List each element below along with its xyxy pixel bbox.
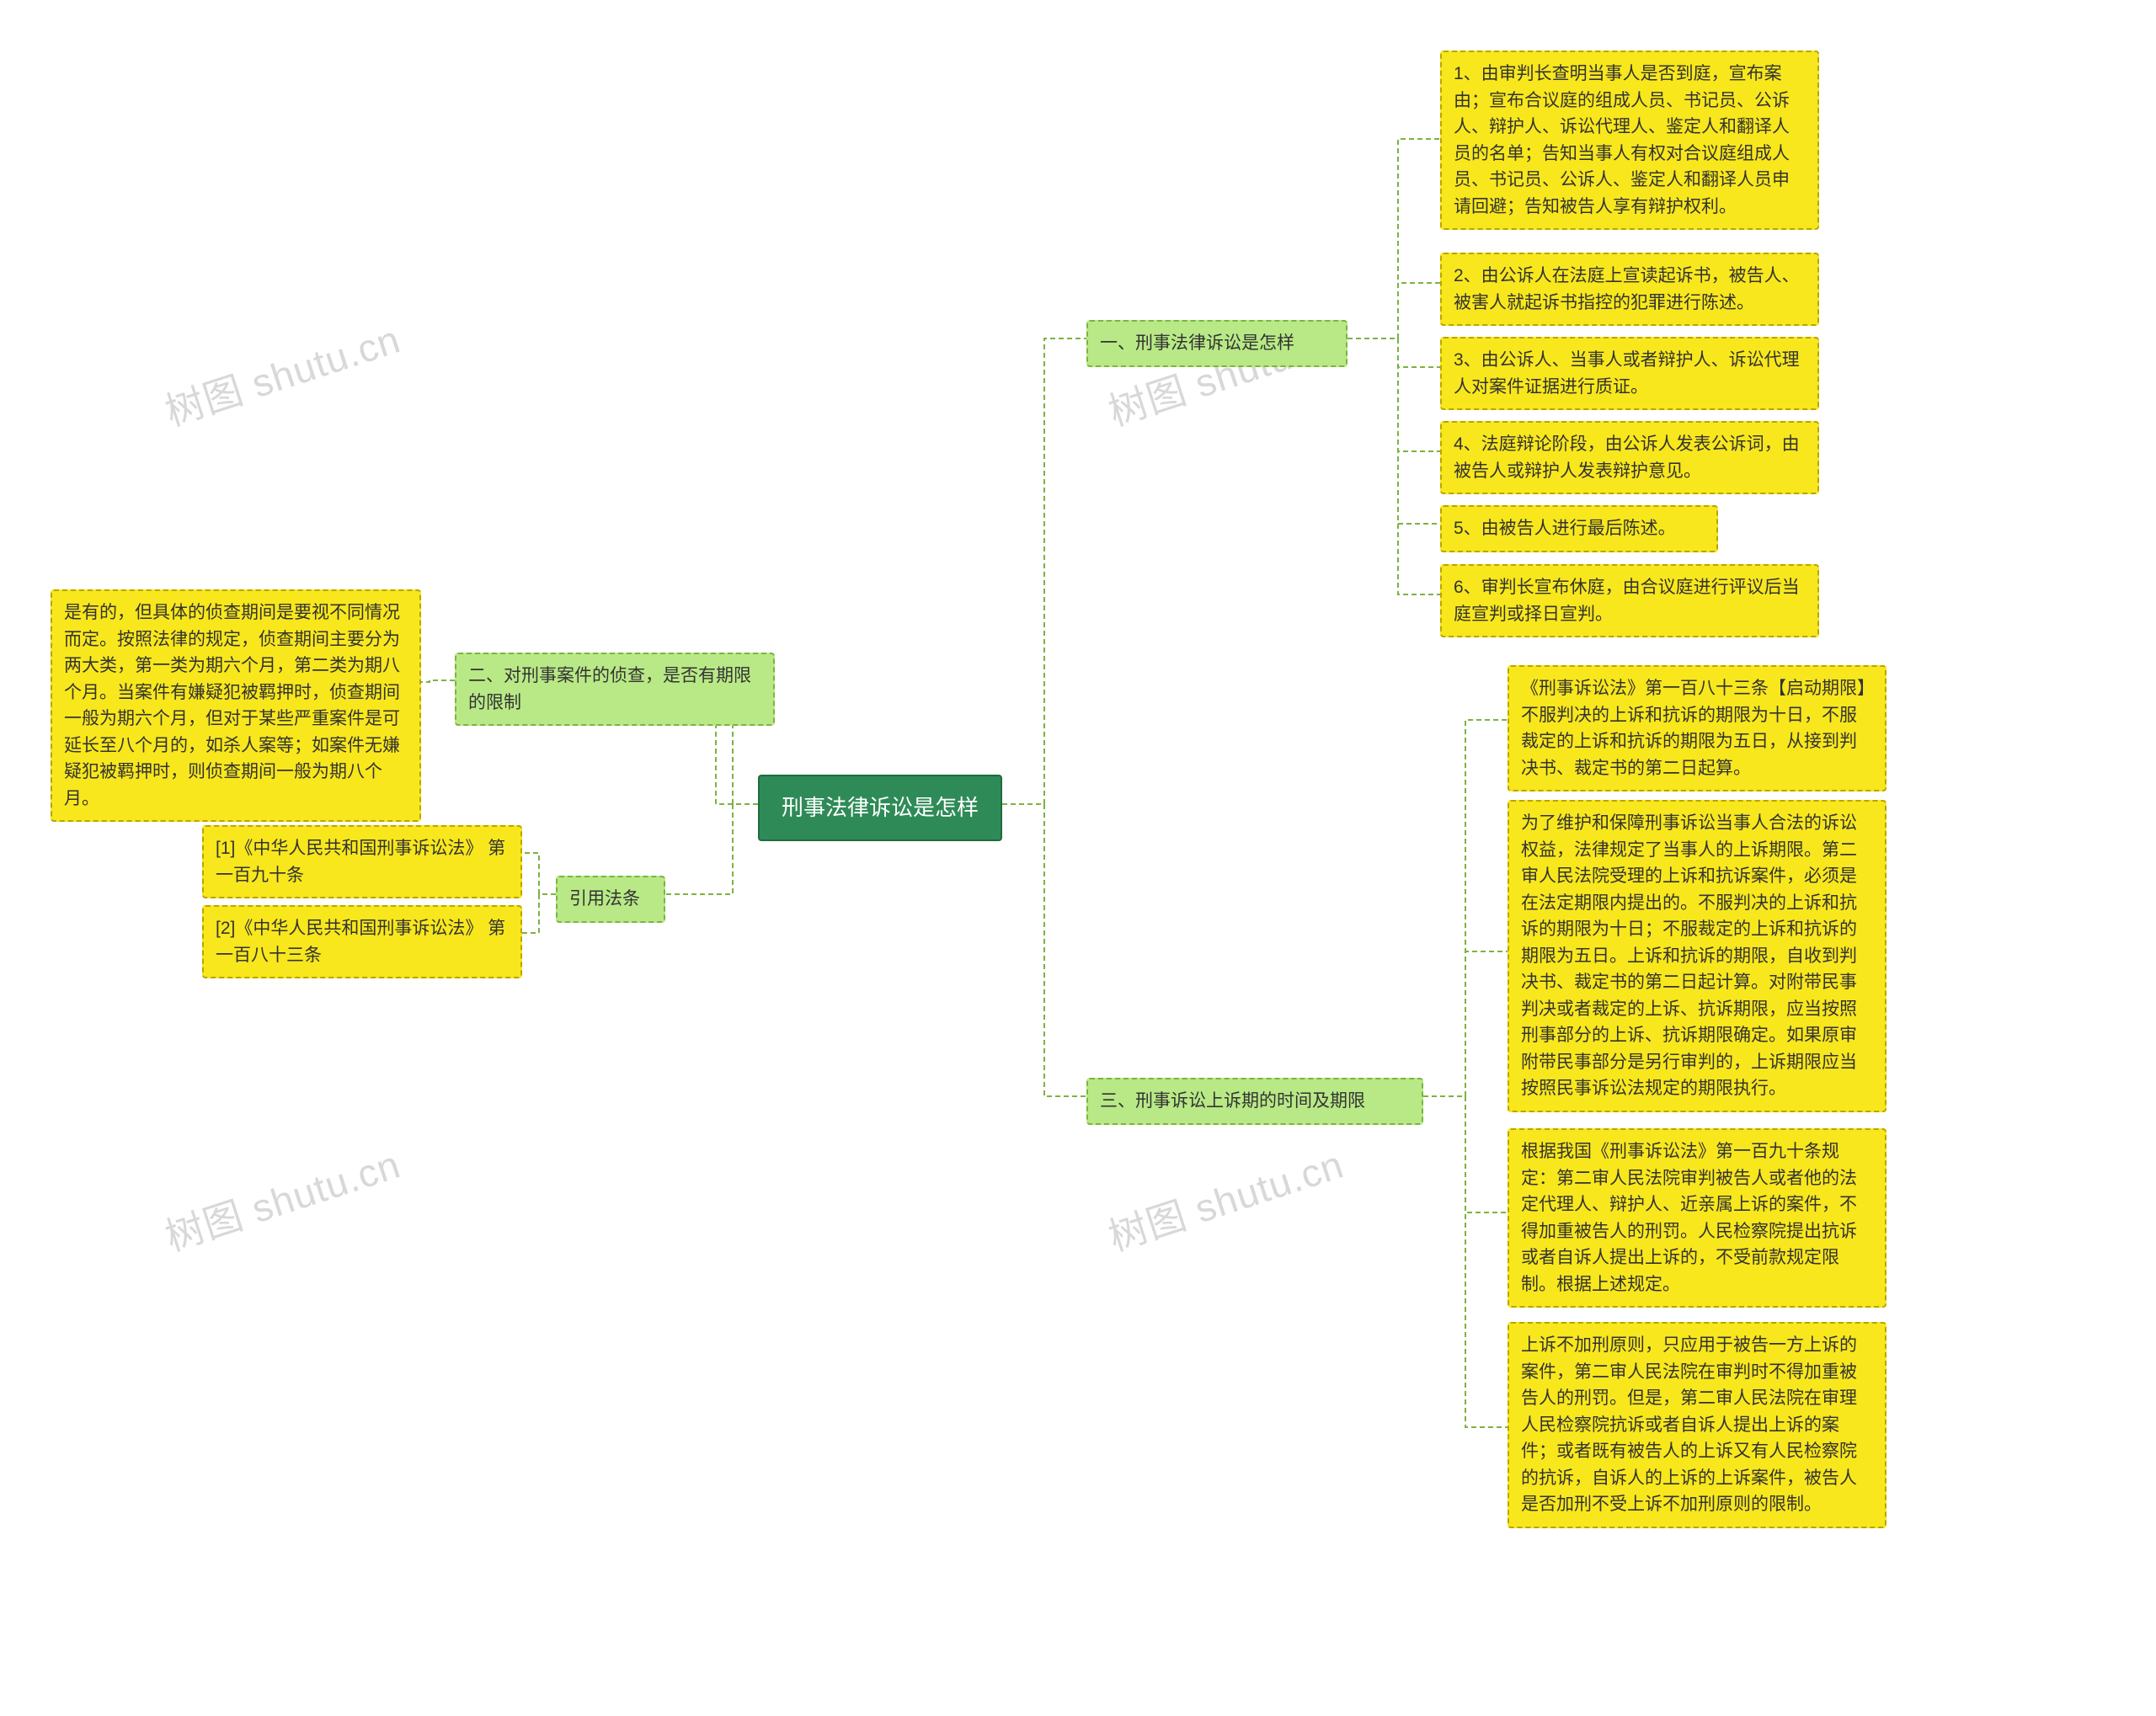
branch-4: 引用法条 [556, 876, 665, 923]
leaf-1-4: 4、法庭辩论阶段，由公诉人发表公诉词，由被告人或辩护人发表辩护意见。 [1440, 421, 1819, 494]
leaf-4-2: [2]《中华人民共和国刑事诉讼法》 第一百八十三条 [202, 905, 522, 978]
leaf-3-4: 上诉不加刑原则，只应用于被告一方上诉的案件，第二审人民法院在审判时不得加重被告人… [1508, 1322, 1886, 1528]
watermark: 树图 shutu.cn [157, 309, 407, 437]
leaf-3-2: 为了维护和保障刑事诉讼当事人合法的诉讼权益，法律规定了当事人的上诉期限。第二审人… [1508, 800, 1886, 1112]
leaf-1-6: 6、审判长宣布休庭，由合议庭进行评议后当庭宣判或择日宣判。 [1440, 564, 1819, 637]
branch-1: 一、刑事法律诉讼是怎样 [1086, 320, 1348, 367]
branch-2: 二、对刑事案件的侦查，是否有期限的限制 [455, 653, 775, 726]
leaf-1-2: 2、由公诉人在法庭上宣读起诉书，被告人、被害人就起诉书指控的犯罪进行陈述。 [1440, 253, 1819, 326]
branch-3: 三、刑事诉讼上诉期的时间及期限 [1086, 1078, 1423, 1125]
leaf-3-1: 《刑事诉讼法》第一百八十三条【启动期限】不服判决的上诉和抗诉的期限为十日，不服裁… [1508, 665, 1886, 791]
mindmap-root: 刑事法律诉讼是怎样 [758, 775, 1002, 841]
leaf-1-1: 1、由审判长查明当事人是否到庭，宣布案由；宣布合议庭的组成人员、书记员、公诉人、… [1440, 51, 1819, 230]
watermark: 树图 shutu.cn [1101, 1134, 1350, 1262]
leaf-1-5: 5、由被告人进行最后陈述。 [1440, 505, 1718, 552]
watermark: 树图 shutu.cn [157, 1134, 407, 1262]
leaf-4-1: [1]《中华人民共和国刑事诉讼法》 第一百九十条 [202, 825, 522, 898]
leaf-2-1: 是有的，但具体的侦查期间是要视不同情况而定。按照法律的规定，侦查期间主要分为两大… [51, 589, 421, 822]
leaf-1-3: 3、由公诉人、当事人或者辩护人、诉讼代理人对案件证据进行质证。 [1440, 337, 1819, 410]
leaf-3-3: 根据我国《刑事诉讼法》第一百九十条规定：第二审人民法院审判被告人或者他的法定代理… [1508, 1128, 1886, 1308]
